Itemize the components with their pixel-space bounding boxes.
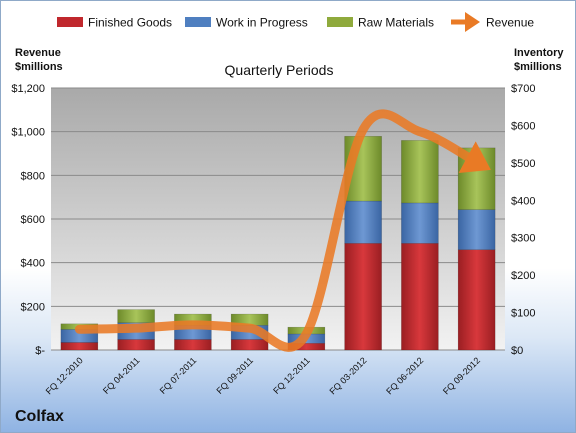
- right-axis-title-line2: $millions: [514, 61, 562, 73]
- left-tick-label: $800: [21, 170, 45, 182]
- bar-finished-goods: [401, 243, 439, 351]
- revenue-line-series: [74, 109, 491, 352]
- bar-work-in-progress: [344, 200, 382, 244]
- company-name: Colfax: [15, 408, 64, 425]
- legend: Finished Goods Work in Progress Raw Mate…: [57, 12, 534, 32]
- left-axis-title-line1: Revenue: [15, 47, 61, 59]
- x-tick-label: FQ 09-2011: [214, 355, 255, 396]
- bar-work-in-progress: [457, 209, 496, 250]
- legend-swatch-finished-goods: [57, 17, 83, 27]
- right-tick-label: $300: [511, 233, 535, 245]
- x-tick-label: FQ 12-2011: [271, 355, 312, 396]
- bar-finished-goods: [60, 342, 99, 351]
- right-tick-label: $100: [511, 308, 535, 320]
- right-tick-label: $600: [511, 120, 535, 132]
- chart-title: Quarterly Periods: [225, 62, 334, 78]
- x-axis: FQ 12-2010 FQ 04-2011 FQ 07-2011 FQ 09-2011…: [44, 355, 482, 396]
- right-tick-label: $0: [511, 345, 523, 357]
- legend-label-revenue: Revenue: [486, 16, 534, 30]
- right-tick-label: $500: [511, 158, 535, 170]
- legend-swatch-work-in-progress: [185, 17, 211, 27]
- bar-series: [60, 136, 496, 351]
- legend-swatch-raw-materials: [327, 17, 353, 27]
- bar-finished-goods: [174, 339, 212, 351]
- legend-label-finished-goods: Finished Goods: [88, 16, 172, 30]
- bar-finished-goods: [344, 243, 382, 351]
- bar-finished-goods: [117, 339, 155, 351]
- x-tick-label: FQ 07-2011: [158, 355, 199, 396]
- right-tick-label: $400: [511, 195, 535, 207]
- right-axis-title-line1: Inventory: [514, 47, 564, 59]
- bar-work-in-progress: [401, 202, 439, 244]
- left-tick-label: $600: [21, 214, 45, 226]
- left-axis: $- $200 $400 $600 $800 $1,000 $1,200: [11, 83, 45, 357]
- bar-raw-materials: [401, 140, 439, 204]
- legend-label-raw-materials: Raw Materials: [358, 16, 434, 30]
- left-tick-label: $200: [21, 301, 45, 313]
- bar-finished-goods: [457, 249, 496, 351]
- left-axis-title-line2: $millions: [15, 61, 63, 73]
- right-tick-label: $200: [511, 270, 535, 282]
- revenue-line: [74, 109, 491, 352]
- x-tick-label: FQ 06-2012: [384, 355, 425, 396]
- x-tick-label: FQ 03-2012: [328, 355, 369, 396]
- bar-raw-materials: [117, 309, 155, 323]
- bar-finished-goods: [230, 339, 269, 351]
- left-tick-label: $1,000: [11, 127, 45, 139]
- x-tick-label: FQ 04-2011: [101, 355, 142, 396]
- legend-label-work-in-progress: Work in Progress: [216, 16, 308, 30]
- left-tick-label: $1,200: [11, 83, 45, 95]
- right-axis: $0 $100 $200 $300 $400 $500 $600 $700: [511, 83, 535, 357]
- right-tick-label: $700: [511, 83, 535, 95]
- x-tick-label: FQ 09-2012: [441, 355, 482, 396]
- left-tick-label: $-: [35, 345, 45, 357]
- x-tick-label: FQ 12-2010: [44, 355, 85, 396]
- left-tick-label: $400: [21, 258, 45, 270]
